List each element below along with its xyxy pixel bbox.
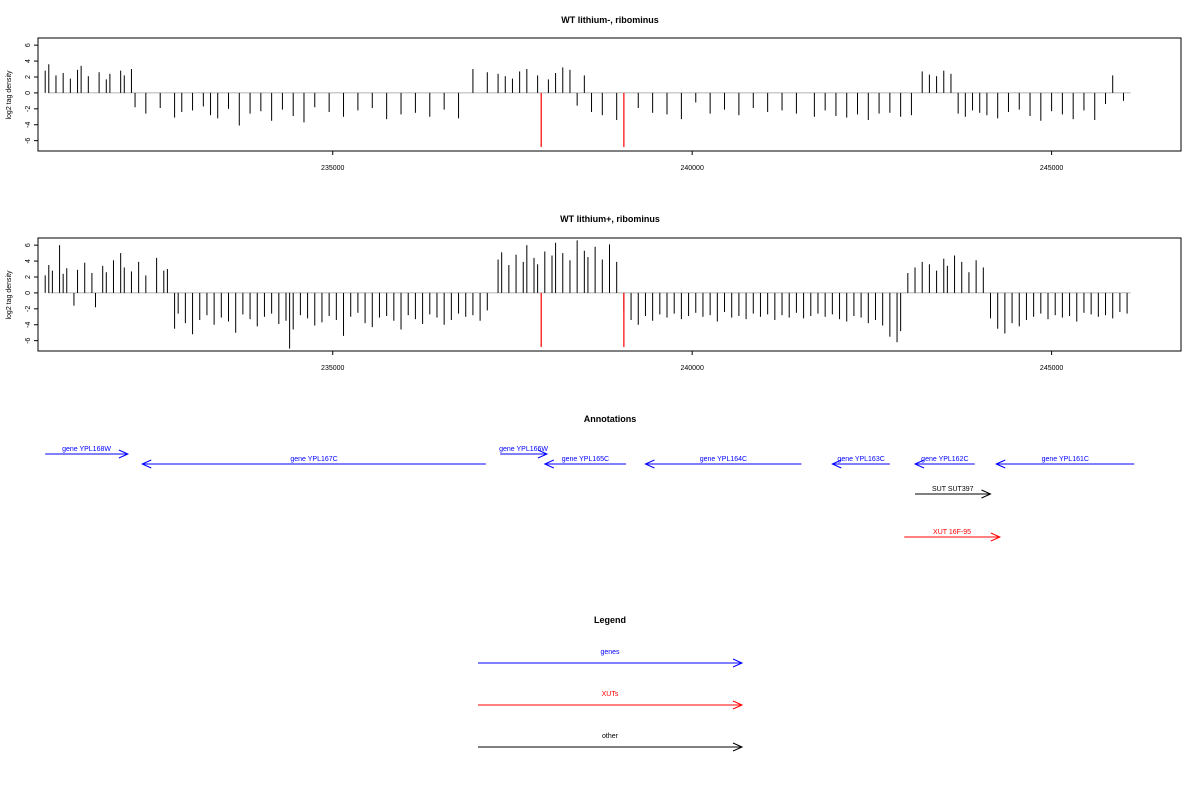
- y-tick-label: -6: [25, 337, 32, 343]
- x-tick-label: 245000: [1040, 165, 1063, 172]
- annotation-feature: gene YPL167C: [141, 456, 486, 469]
- arrow-head: [995, 459, 1006, 469]
- annotation-feature: gene YPL163C: [831, 456, 890, 469]
- panel-1-x-axis: 235000 240000 245000: [321, 150, 1063, 172]
- arrow-head: [732, 658, 744, 668]
- y-tick-label: 2: [25, 75, 32, 79]
- panel-1-plot-frame: [37, 37, 1182, 152]
- annotation-tracks: gene YPL168W gene YPL167C gene YPL166W gene…: [45, 446, 1135, 542]
- panel-lithium-minus: WT lithium-, ribominus log2 tag density …: [6, 15, 1182, 172]
- panel-2-x-axis: 235000 240000 245000: [321, 350, 1063, 372]
- x-tick-label: 240000: [680, 165, 703, 172]
- legend-label: genes: [600, 649, 620, 656]
- annotation-label: XUT 16F-95: [933, 529, 971, 536]
- y-tick-label: -2: [25, 306, 32, 312]
- y-tick-label: -4: [25, 122, 32, 128]
- x-tick-label: 240000: [680, 365, 703, 372]
- arrow-head: [732, 742, 744, 752]
- panel-2-bars: [44, 240, 1131, 349]
- annotation-label: gene YPL167C: [290, 456, 337, 463]
- annotation-label: gene YPL164C: [700, 456, 747, 463]
- panel-1-title: WT lithium-, ribominus: [561, 15, 659, 25]
- y-tick-label: -2: [25, 106, 32, 112]
- panel-2-y-axis-label: log2 tag density: [6, 270, 13, 320]
- panel-lithium-plus: WT lithium+, ribominus log2 tag density …: [6, 214, 1182, 372]
- arrow-head: [644, 459, 655, 469]
- x-tick-label: 235000: [321, 165, 344, 172]
- annotation-feature: gene YPL166W: [499, 446, 549, 459]
- arrow-head: [141, 459, 152, 469]
- panel-2-title: WT lithium+, ribominus: [560, 214, 660, 224]
- panel-1-bars: [44, 64, 1131, 148]
- legend-item: genes: [478, 649, 744, 668]
- panel-2-y-axis: -6 -4 -2 0 2 4 6: [25, 243, 39, 344]
- legend-label: other: [602, 733, 619, 740]
- arrow-head: [118, 449, 130, 459]
- y-tick-label: 6: [25, 243, 32, 247]
- arrow-head: [543, 459, 555, 469]
- arrow-head: [537, 449, 549, 459]
- annotation-feature: gene YPL162C: [913, 456, 975, 469]
- legend-label: XUTs: [602, 691, 619, 698]
- annotation-label: gene YPL162C: [921, 456, 968, 463]
- y-tick-label: -4: [25, 322, 32, 328]
- annotation-label: gene YPL161C: [1042, 456, 1089, 463]
- panel-1-y-axis-label: log2 tag density: [6, 70, 13, 120]
- annotation-feature: XUT 16F-95: [904, 529, 1002, 542]
- annotation-feature: gene YPL165C: [543, 456, 627, 469]
- annotations-title: Annotations: [584, 414, 637, 424]
- arrow-head: [831, 459, 842, 469]
- y-tick-label: 0: [25, 91, 32, 95]
- y-tick-label: 6: [25, 43, 32, 47]
- arrow-head: [913, 459, 925, 469]
- legend-item: other: [478, 733, 744, 752]
- arrow-head: [732, 700, 744, 710]
- annotation-label: gene YPL165C: [562, 456, 609, 463]
- legend: genes XUTs other: [478, 649, 744, 752]
- y-tick-label: 4: [25, 59, 32, 63]
- panel-1-y-axis: -6 -4 -2 0 2 4 6: [25, 43, 39, 144]
- annotation-feature: gene YPL161C: [995, 456, 1135, 469]
- y-tick-label: 0: [25, 291, 32, 295]
- annotation-label: gene YPL166W: [499, 446, 548, 453]
- arrow-head: [981, 489, 992, 499]
- y-tick-label: 4: [25, 259, 32, 263]
- annotation-feature: SUT SUT397: [915, 486, 992, 499]
- y-tick-label: -6: [25, 137, 32, 143]
- y-tick-label: 2: [25, 275, 32, 279]
- annotation-feature: gene YPL168W: [45, 446, 130, 459]
- annotation-label: gene YPL168W: [62, 446, 111, 453]
- x-tick-label: 245000: [1040, 365, 1063, 372]
- x-tick-label: 235000: [321, 365, 344, 372]
- legend-item: XUTs: [478, 691, 744, 710]
- arrow-head: [990, 532, 1002, 542]
- legend-title: Legend: [594, 615, 626, 625]
- annotation-label: SUT SUT397: [932, 486, 974, 493]
- annotation-feature: gene YPL164C: [644, 456, 802, 469]
- annotation-label: gene YPL163C: [837, 456, 884, 463]
